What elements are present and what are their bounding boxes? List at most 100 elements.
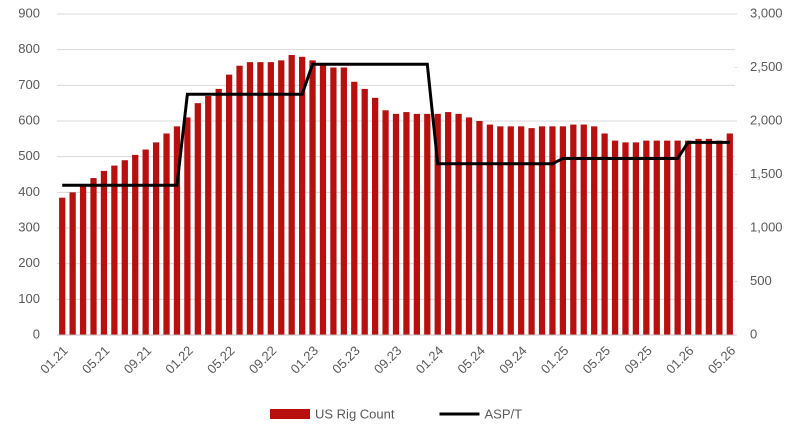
x-tick-label: 09.24 [496, 343, 530, 377]
bar [528, 128, 535, 335]
bar [601, 133, 608, 335]
bar [90, 178, 97, 335]
bar [132, 154, 139, 335]
bar [152, 142, 160, 335]
bar [674, 140, 681, 335]
bar [559, 126, 567, 335]
y-tick-label: 0 [33, 326, 40, 341]
bar [632, 142, 640, 335]
bar [434, 113, 441, 335]
y2-tick-label: 3,000 [750, 5, 783, 20]
bar [392, 113, 400, 335]
bar [622, 142, 629, 335]
y-tick-label: 700 [18, 77, 40, 92]
bar [445, 112, 452, 335]
bar [330, 67, 337, 335]
bar [184, 117, 191, 335]
x-tick-label: 09.23 [371, 343, 405, 377]
x-tick-label: 01.23 [287, 343, 321, 377]
y-tick-label: 200 [18, 255, 40, 270]
bar [382, 110, 389, 335]
y2-tick-label: 2,500 [750, 59, 783, 74]
bar [705, 138, 713, 335]
bar [163, 133, 170, 335]
bar [497, 126, 504, 335]
bar [486, 124, 494, 335]
bar [225, 74, 233, 335]
bar [465, 117, 473, 335]
bar [455, 113, 462, 335]
bar [507, 126, 514, 335]
bar [111, 165, 118, 335]
bar [591, 126, 598, 335]
bar [121, 160, 128, 335]
bar [372, 97, 379, 335]
bar [319, 63, 327, 335]
y2-tick-label: 0 [750, 326, 757, 341]
bar [570, 124, 577, 335]
y-tick-label: 900 [18, 5, 40, 20]
bar [69, 192, 76, 335]
x-tick-label: 05.23 [329, 343, 363, 377]
x-tick-label: 05.22 [204, 343, 238, 377]
bar [361, 88, 368, 336]
y-tick-label: 300 [18, 219, 40, 234]
y-tick-label: 100 [18, 291, 40, 306]
bar [236, 65, 243, 335]
bar [538, 126, 546, 335]
bar [298, 56, 306, 336]
y2-tick-label: 500 [750, 273, 772, 288]
bar [413, 113, 420, 335]
bar [716, 140, 723, 335]
bar [403, 112, 410, 335]
line [62, 62, 730, 187]
bar [351, 81, 358, 336]
x-tick-label: 05.26 [705, 343, 739, 377]
x-tick-label: 09.25 [621, 343, 655, 377]
bar [205, 96, 212, 336]
bar [611, 140, 619, 335]
bar [476, 121, 483, 335]
x-tick-label: 01.24 [413, 343, 447, 377]
bar [424, 113, 431, 335]
bar [288, 55, 295, 336]
legend-label: ASP/T [484, 406, 522, 421]
bar [257, 62, 264, 336]
y-tick-label: 600 [18, 112, 40, 127]
bar [246, 62, 254, 336]
x-tick-label: 01.22 [162, 343, 196, 377]
bar [653, 140, 660, 335]
bar [518, 126, 525, 335]
bar [267, 62, 274, 336]
y-tick-label: 500 [18, 148, 40, 163]
x-tick-label: 09.22 [246, 343, 280, 377]
y2-tick-label: 2,000 [750, 112, 783, 127]
bar [549, 126, 556, 335]
y2-tick-label: 1,000 [750, 219, 783, 234]
bar [664, 140, 671, 335]
y-tick-label: 800 [18, 41, 40, 56]
bar [278, 60, 285, 335]
bar [643, 140, 650, 335]
x-tick-label: 05.25 [580, 343, 614, 377]
bar [142, 149, 149, 335]
legend-label: US Rig Count [315, 406, 395, 421]
x-tick-label: 01.26 [663, 343, 697, 377]
bar [194, 103, 201, 336]
x-tick-label: 09.21 [121, 343, 155, 377]
bar [215, 88, 222, 336]
x-tick-label: 01.25 [538, 343, 572, 377]
bar [726, 133, 733, 335]
bar [580, 124, 587, 335]
legend-swatch [270, 409, 310, 419]
x-tick-label: 05.21 [79, 343, 113, 377]
bar [100, 170, 108, 335]
bar [173, 126, 181, 335]
x-tick-label: 01.21 [37, 343, 71, 377]
bar [79, 185, 87, 335]
y2-tick-label: 1,500 [750, 166, 783, 181]
bar [695, 138, 702, 335]
bar [309, 60, 316, 335]
bar [59, 197, 66, 335]
